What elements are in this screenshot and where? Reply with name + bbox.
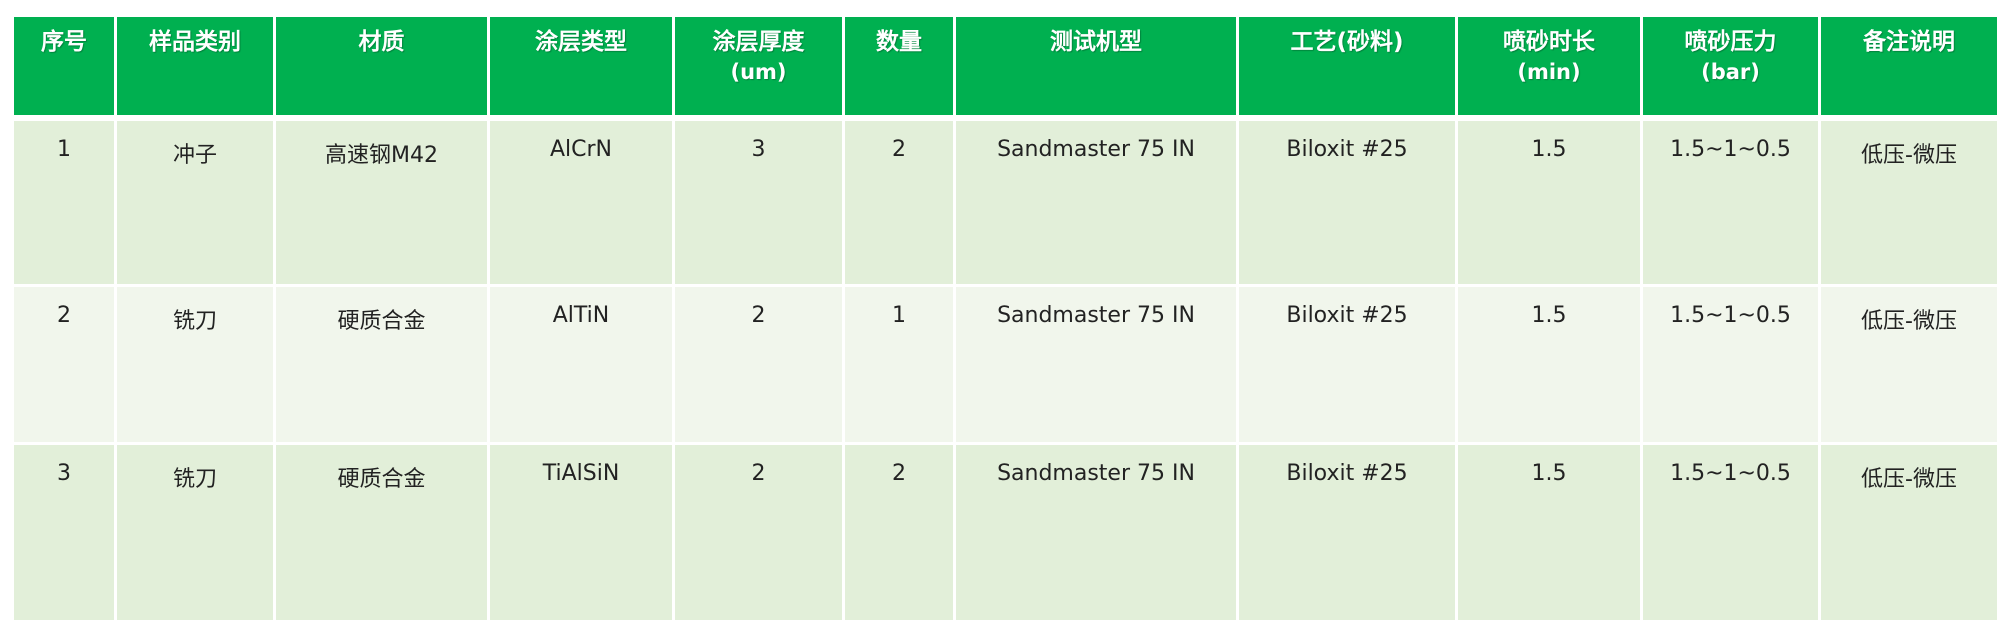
column-header-label: 测试机型 — [1050, 29, 1142, 55]
column-header-unit: (min) — [1517, 60, 1581, 84]
table-cell: 低压-微压 — [1818, 284, 2000, 445]
column-header-label: 备注说明 — [1863, 29, 1955, 55]
table-cell: Biloxit #25 — [1236, 442, 1458, 623]
table-row: 2 铣刀 硬质合金 AlTiN 2 1 Sandmaster 75 IN Biloxit #2… — [11, 284, 2000, 445]
column-header-label: 数量 — [876, 29, 922, 55]
column-header: 测试机型 — [953, 14, 1239, 121]
table-cell: AlCrN — [487, 116, 675, 287]
column-header: 序号 — [11, 14, 117, 121]
table-cell: 1.5~1~0.5 — [1640, 116, 1821, 287]
column-header: 备注说明 — [1818, 14, 2000, 121]
column-header-label: 样品类别 — [149, 29, 241, 55]
table-cell: 铣刀 — [114, 284, 276, 445]
table-cell: Sandmaster 75 IN — [953, 116, 1239, 287]
column-header: 数量 — [842, 14, 956, 121]
table-cell: 高速钢M42 — [273, 116, 490, 287]
table-cell: 硬质合金 — [273, 442, 490, 623]
table-cell: 1.5~1~0.5 — [1640, 284, 1821, 445]
table-cell: 3 — [672, 116, 845, 287]
table-cell: 低压-微压 — [1818, 442, 2000, 623]
column-header-label: 喷砂时长 — [1503, 29, 1595, 55]
table-cell: 冲子 — [114, 116, 276, 287]
table-cell: 铣刀 — [114, 442, 276, 623]
table-cell: 1.5 — [1455, 442, 1643, 623]
column-header-label: 材质 — [358, 29, 405, 55]
table-cell: 2 — [672, 284, 845, 445]
column-header-label: 涂层厚度 — [712, 29, 805, 55]
table-cell: Biloxit #25 — [1236, 284, 1458, 445]
column-header: 工艺(砂料) — [1236, 14, 1458, 121]
column-header-label: 序号 — [41, 29, 87, 55]
table-cell: TiAlSiN — [487, 442, 675, 623]
header-row: 序号 样品类别 材质 涂层类型 涂层厚度 (um) 数量 测试机型 工艺(砂料) 喷砂时长 (min… — [11, 14, 2000, 121]
table-cell: 3 — [11, 442, 117, 623]
table-cell: Sandmaster 75 IN — [953, 442, 1239, 623]
table-cell: 2 — [842, 116, 956, 287]
table-cell: 1 — [842, 284, 956, 445]
sample-table: 序号 样品类别 材质 涂层类型 涂层厚度 (um) 数量 测试机型 工艺(砂料) 喷砂时长 (min… — [11, 14, 2000, 623]
table-cell: Sandmaster 75 IN — [953, 284, 1239, 445]
column-header-label: 工艺(砂料) — [1290, 29, 1404, 55]
table-cell: Biloxit #25 — [1236, 116, 1458, 287]
column-header-unit: (bar) — [1701, 60, 1760, 84]
table-cell: 低压-微压 — [1818, 116, 2000, 287]
table-cell: 1.5 — [1455, 116, 1643, 287]
column-header: 材质 — [273, 14, 490, 121]
table-cell: AlTiN — [487, 284, 675, 445]
column-header-label: 喷砂压力 — [1684, 29, 1777, 55]
table-cell: 2 — [672, 442, 845, 623]
column-header: 喷砂压力 (bar) — [1640, 14, 1821, 121]
table-cell: 2 — [842, 442, 956, 623]
column-header: 涂层厚度 (um) — [672, 14, 845, 121]
table-cell: 1.5 — [1455, 284, 1643, 445]
column-header: 喷砂时长 (min) — [1455, 14, 1643, 121]
table-cell: 1.5~1~0.5 — [1640, 442, 1821, 623]
table-row: 3 铣刀 硬质合金 TiAlSiN 2 2 Sandmaster 75 IN Biloxit … — [11, 442, 2000, 623]
table-cell: 1 — [11, 116, 117, 287]
table-cell: 2 — [11, 284, 117, 445]
column-header-unit: (um) — [730, 60, 787, 84]
table-cell: 硬质合金 — [273, 284, 490, 445]
column-header: 涂层类型 — [487, 14, 675, 121]
column-header-label: 涂层类型 — [535, 29, 627, 55]
table-row: 1 冲子 高速钢M42 AlCrN 3 2 Sandmaster 75 IN Biloxit … — [11, 116, 2000, 287]
column-header: 样品类别 — [114, 14, 276, 121]
